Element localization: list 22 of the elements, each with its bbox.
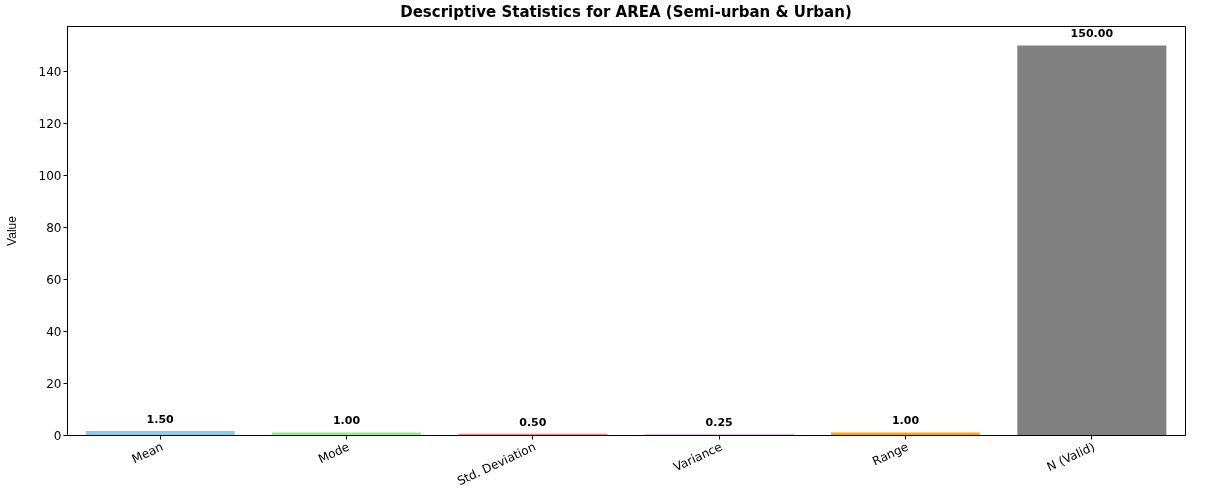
bar bbox=[1017, 45, 1167, 435]
y-tick-label: 140 bbox=[38, 64, 62, 79]
data-label: 1.50 bbox=[146, 413, 175, 427]
data-label: 0.25 bbox=[705, 416, 733, 430]
data-label: 1.00 bbox=[332, 414, 361, 428]
y-axis-title: Value bbox=[4, 215, 19, 246]
y-tick-label: 120 bbox=[38, 116, 62, 131]
chart-title: Descriptive Statistics for AREA (Semi-urban & Urban) bbox=[400, 3, 852, 21]
data-label: 0.50 bbox=[519, 415, 547, 429]
bar bbox=[85, 431, 235, 435]
data-label: 1.00 bbox=[891, 414, 920, 428]
x-tick-label: Mode bbox=[316, 439, 352, 467]
y-tick-label: 80 bbox=[46, 220, 62, 235]
y-tick-label: 100 bbox=[38, 168, 62, 183]
bar bbox=[830, 432, 981, 435]
bar bbox=[271, 432, 422, 435]
y-tick-label: 0 bbox=[53, 428, 62, 443]
y-tick-label: 60 bbox=[46, 272, 62, 287]
data-label: 150.00 bbox=[1070, 27, 1114, 41]
y-tick-label: 20 bbox=[46, 376, 62, 391]
x-tick-label: Mean bbox=[129, 439, 166, 467]
y-tick-label: 40 bbox=[46, 324, 62, 339]
